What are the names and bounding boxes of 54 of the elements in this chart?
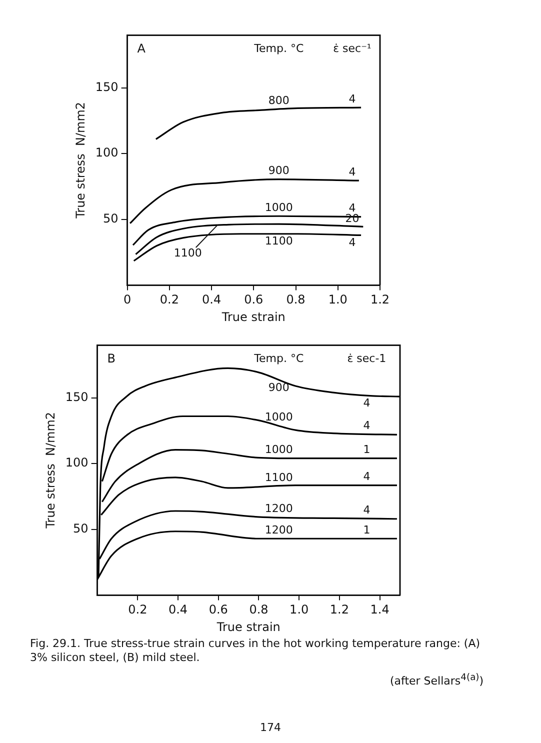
annotation: 4 — [363, 396, 370, 410]
annotation: ε̇ sec-1 — [347, 352, 386, 366]
annotation: 1 — [363, 443, 370, 456]
annotation: Temp. °C — [253, 352, 304, 366]
x-tick-label: 0.8 — [286, 292, 306, 307]
x-tick-label: 0.2 — [160, 292, 179, 307]
x-tick-label: 1.2 — [330, 602, 350, 617]
series-label: 1100 — [264, 470, 293, 484]
series-label: 1200 — [264, 502, 293, 516]
annotation: 4 — [348, 92, 356, 106]
y-axis-title: True stress N/mm2 — [73, 102, 88, 220]
y-tick-label: 150 — [95, 80, 118, 94]
text: B — [107, 351, 116, 366]
series-label: 1000 — [264, 442, 293, 456]
x-tick-label: 0.2 — [128, 602, 148, 617]
y-tick-label: 50 — [103, 212, 118, 226]
caption: Fig. 29.1. True stress-true strain curves in the hot working temperature range: (A) 3% silicon steel, (B) mild steel. — [30, 637, 482, 665]
series-label: 1000 — [264, 410, 293, 424]
x-axis-title: True strain — [216, 620, 280, 634]
series-label: 1000 — [264, 200, 293, 214]
annotation: 1100 — [174, 246, 202, 260]
series-label: 900 — [268, 380, 290, 394]
y-tick-label: 50 — [73, 522, 88, 536]
x-tick-label: 0.6 — [208, 602, 228, 617]
text: 174 — [260, 721, 281, 735]
x-tick-label: 1.0 — [328, 292, 348, 307]
annotation: Temp. °C — [253, 42, 304, 56]
annotation: 1 — [363, 523, 370, 536]
y-tick-label: 100 — [65, 456, 88, 470]
x-tick-label: 1.4 — [370, 602, 390, 617]
text: A — [137, 41, 146, 56]
x-axis-title: True strain — [220, 310, 286, 324]
x-tick-label: 0.4 — [202, 292, 222, 307]
x-tick-label: 0 — [123, 292, 132, 307]
annotation: 4 — [348, 202, 356, 215]
y-axis-title: True stress N/mm2 — [43, 412, 58, 530]
annotation: 4 — [348, 165, 356, 178]
x-tick-label: 1.2 — [370, 292, 390, 307]
y-tick-label: 150 — [65, 390, 88, 404]
text: (after Sellars$^{4(a)}$) — [390, 671, 484, 689]
series-label: 800 — [268, 94, 290, 108]
series-label: 900 — [268, 164, 290, 178]
x-tick-label: 1.0 — [290, 602, 309, 617]
annotation: 4 — [363, 503, 370, 516]
x-tick-label: 0.6 — [244, 292, 264, 307]
y-tick-label: 100 — [95, 146, 118, 160]
annotation: 4 — [363, 418, 370, 432]
x-tick-label: 0.8 — [249, 602, 268, 617]
x-tick-label: 0.4 — [168, 602, 188, 617]
series-label: 1100 — [264, 234, 293, 248]
series-label: 1200 — [264, 523, 293, 536]
annotation: ε̇ sec⁻¹ — [333, 42, 372, 56]
annotation: 4 — [363, 470, 370, 484]
annotation: 4 — [348, 236, 356, 249]
